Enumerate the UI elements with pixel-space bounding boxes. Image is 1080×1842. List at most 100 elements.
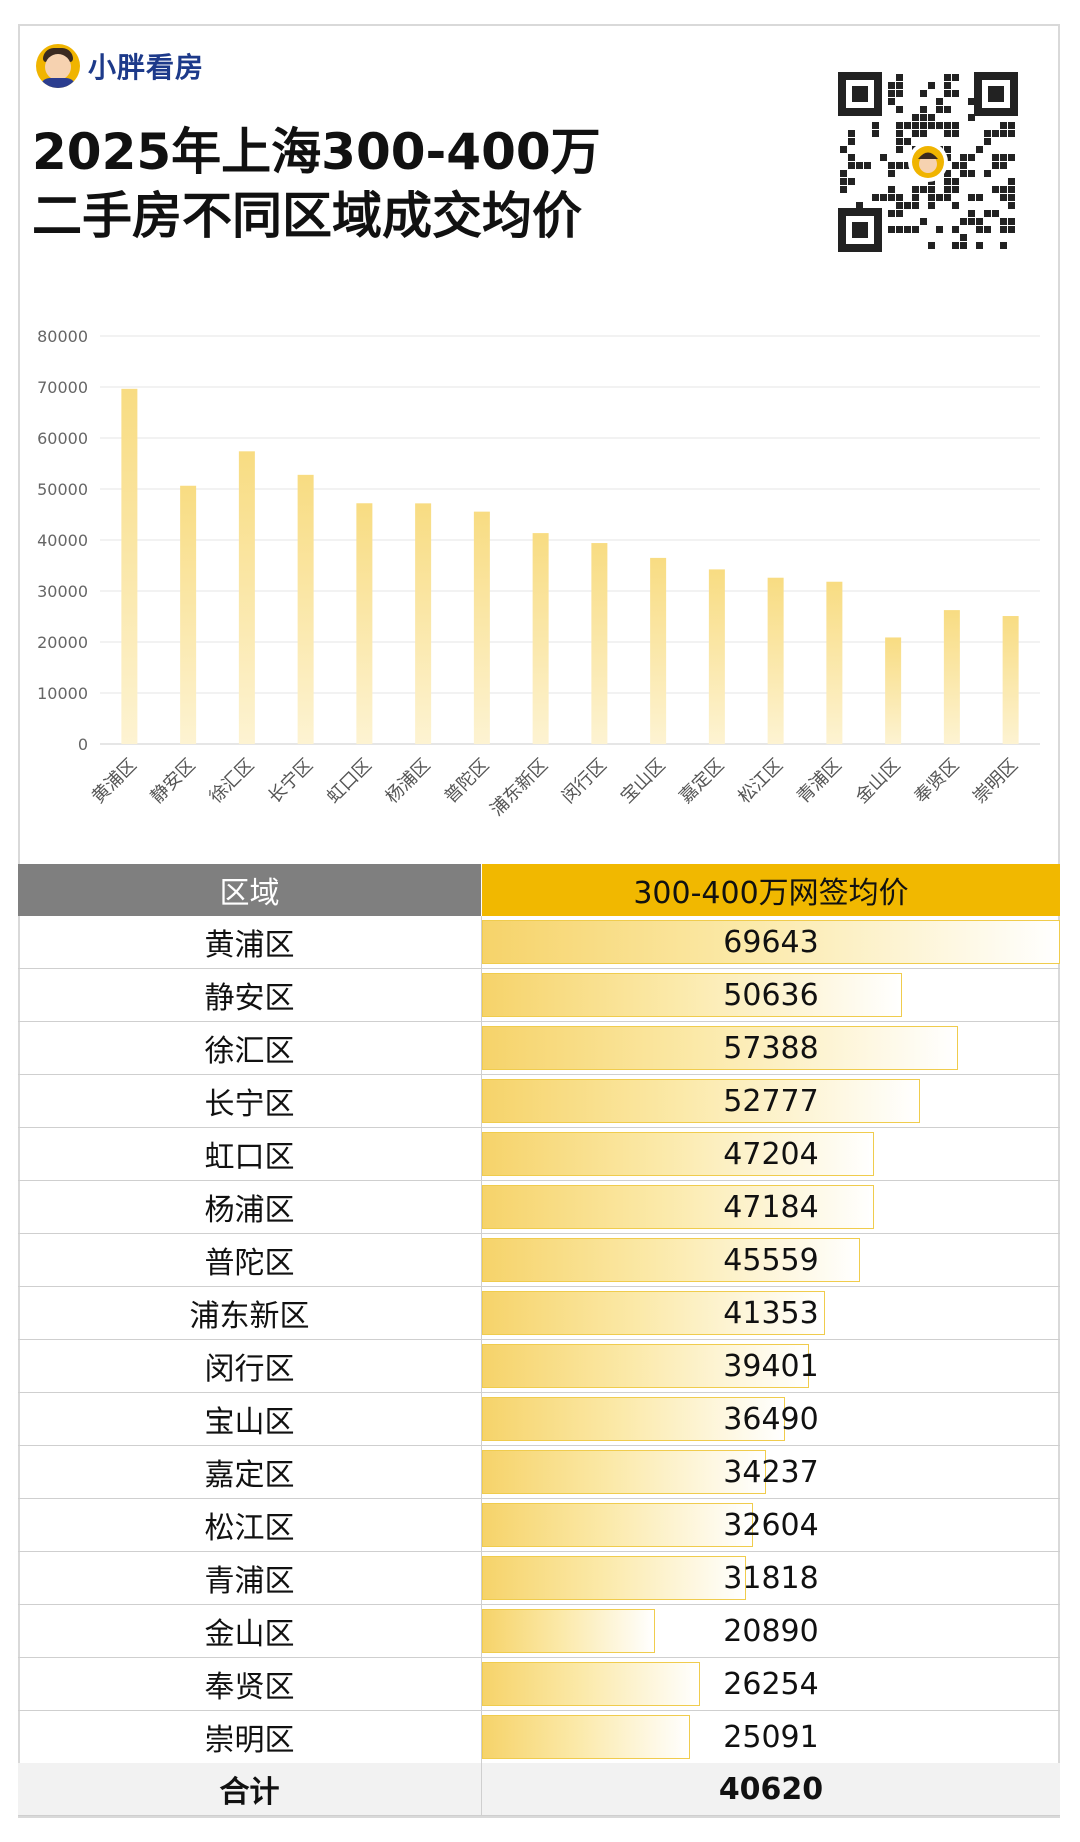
row-region: 黄浦区 [18,916,482,968]
bar-闵行区 [591,543,608,744]
bar-青浦区 [826,581,843,744]
x-tick-label: 青浦区 [793,755,846,808]
row-databar [482,1026,958,1070]
x-tick-label: 浦东新区 [486,755,552,821]
x-tick-label: 宝山区 [617,755,670,808]
row-databar [482,920,1060,964]
row-region: 嘉定区 [18,1446,482,1498]
y-tick-label: 80000 [37,327,88,346]
x-tick-label: 杨浦区 [382,755,435,808]
row-value: 52777 [723,1083,819,1119]
x-tick-label: 普陀区 [440,755,493,808]
table-row: 虹口区 47204 [18,1128,1060,1181]
x-tick-label: 虹口区 [323,755,376,808]
table-row: 金山区 20890 [18,1605,1060,1658]
x-tick-label: 徐汇区 [205,755,258,808]
row-value: 41353 [723,1295,819,1331]
row-value: 26254 [723,1666,819,1702]
row-region: 闵行区 [18,1340,482,1392]
bar-黄浦区 [121,388,138,744]
table-row: 奉贤区 26254 [18,1658,1060,1711]
y-tick-label: 70000 [37,378,88,397]
row-value: 36490 [723,1401,819,1437]
bar-虹口区 [356,503,373,744]
bar-静安区 [180,485,197,744]
brand: 小胖看房 [36,44,204,88]
bar-浦东新区 [532,533,549,744]
row-region: 徐汇区 [18,1022,482,1074]
row-value: 57388 [723,1030,819,1066]
y-tick-label: 10000 [37,684,88,703]
x-tick-label: 黄浦区 [88,755,141,808]
bar-嘉定区 [708,569,725,744]
row-region: 松江区 [18,1499,482,1551]
table-row: 崇明区 25091 [18,1711,1060,1764]
bar-崇明区 [1002,616,1019,744]
row-databar [482,1238,860,1282]
row-value: 39401 [723,1348,819,1384]
row-region: 金山区 [18,1605,482,1657]
row-value: 32604 [723,1507,819,1543]
table-row: 黄浦区 69643 [18,916,1060,969]
bar-徐汇区 [238,451,255,744]
y-tick-label: 30000 [37,582,88,601]
row-region: 崇明区 [18,1711,482,1763]
bar-长宁区 [297,474,314,744]
row-databar [482,1609,655,1653]
row-value: 47204 [723,1136,819,1172]
x-tick-label: 嘉定区 [675,755,728,808]
table-row: 杨浦区 47184 [18,1181,1060,1234]
bar-宝山区 [650,557,667,744]
row-databar [482,1291,825,1335]
row-region: 杨浦区 [18,1181,482,1233]
row-databar [482,1662,700,1706]
row-databar [482,973,902,1017]
row-region: 长宁区 [18,1075,482,1127]
row-value: 31818 [723,1560,819,1596]
table-row: 长宁区 52777 [18,1075,1060,1128]
page-title: 2025年上海300-400万 二手房不同区域成交均价 [32,120,601,248]
row-region: 浦东新区 [18,1287,482,1339]
title-line-2: 二手房不同区域成交均价 [32,187,582,245]
row-databar [482,1132,874,1176]
y-tick-label: 50000 [37,480,88,499]
row-region: 普陀区 [18,1234,482,1286]
row-value: 45559 [723,1242,819,1278]
table-row: 嘉定区 34237 [18,1446,1060,1499]
y-tick-label: 20000 [37,633,88,652]
table-row: 静安区 50636 [18,969,1060,1022]
row-databar [482,1397,785,1441]
row-value: 25091 [723,1719,819,1755]
row-region: 虹口区 [18,1128,482,1180]
table-row: 宝山区 36490 [18,1393,1060,1446]
table-row: 普陀区 45559 [18,1234,1060,1287]
brand-avatar-icon [36,44,80,88]
bar-松江区 [767,577,784,744]
row-databar [482,1556,746,1600]
y-tick-label: 60000 [37,429,88,448]
qr-code-icon [838,72,1018,252]
table-row: 青浦区 31818 [18,1552,1060,1605]
row-databar [482,1503,753,1547]
x-tick-label: 奉贤区 [910,755,963,808]
x-tick-label: 金山区 [852,755,905,808]
row-databar [482,1450,766,1494]
table-row: 徐汇区 57388 [18,1022,1060,1075]
bar-普陀区 [473,511,490,744]
y-tick-label: 40000 [37,531,88,550]
x-tick-label: 闵行区 [558,755,611,808]
table-row: 松江区 32604 [18,1499,1060,1552]
row-region: 奉贤区 [18,1658,482,1710]
header-value: 300-400万网签均价 [482,864,1060,916]
header-region: 区域 [18,864,482,916]
row-value: 47184 [723,1189,819,1225]
x-tick-label: 长宁区 [264,755,317,808]
row-region: 静安区 [18,969,482,1021]
row-region: 宝山区 [18,1393,482,1445]
title-line-1: 2025年上海300-400万 [32,123,601,181]
row-value: 50636 [723,977,819,1013]
row-databar [482,1715,690,1759]
row-databar [482,1079,920,1123]
row-databar [482,1344,809,1388]
data-table: 区域 300-400万网签均价 黄浦区 69643 静安区 50636 徐汇区 57388… [18,864,1060,1816]
